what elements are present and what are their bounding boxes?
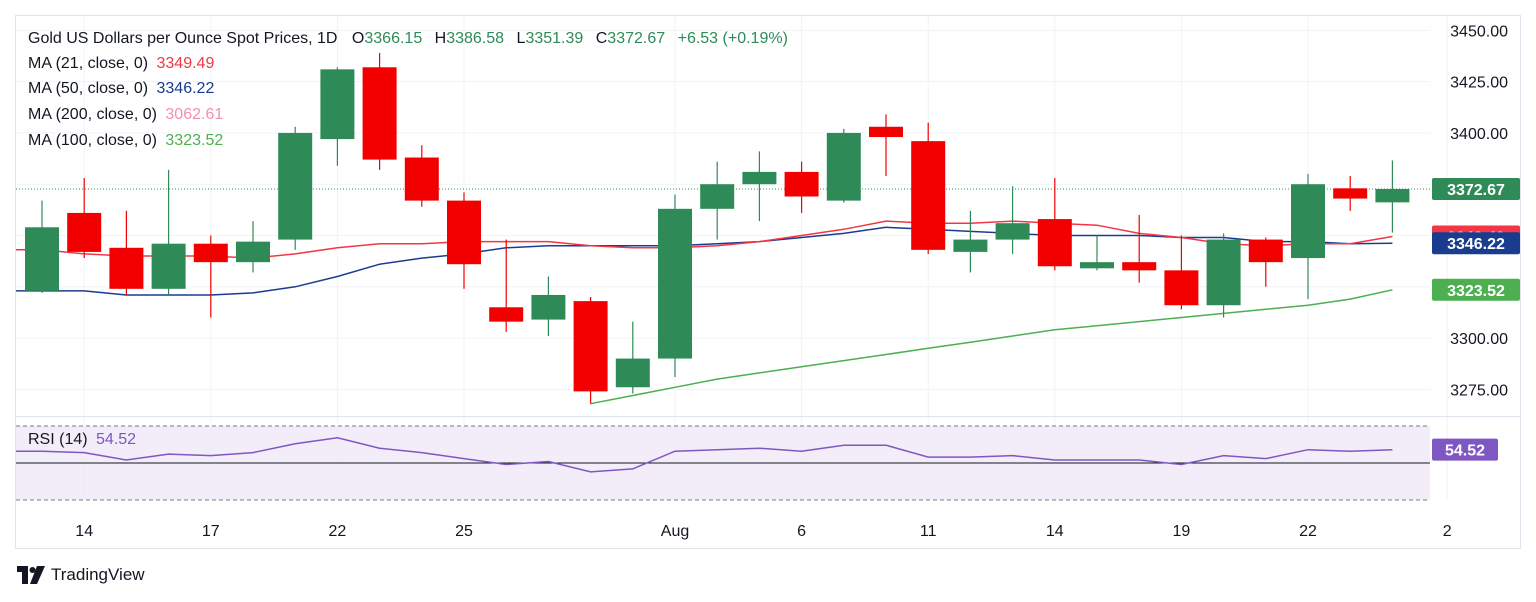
y-tick-label: 3275.00 xyxy=(1450,382,1508,399)
x-tick-label: 6 xyxy=(797,523,806,540)
price-label-box xyxy=(1432,177,1520,200)
x-tick-label: 17 xyxy=(202,523,220,540)
candle-body xyxy=(109,247,144,289)
rsi-value-box xyxy=(1432,438,1498,461)
candle-body xyxy=(911,141,946,250)
candle-body xyxy=(278,132,313,240)
ma50-label: MA (50, close, 0) xyxy=(28,80,149,97)
candle-body xyxy=(447,200,481,265)
ma21-value: 3349.49 xyxy=(156,55,215,72)
open-label: O xyxy=(351,30,365,47)
candle-body xyxy=(573,301,608,392)
price-label-text: 3372.67 xyxy=(1447,182,1505,199)
x-tick-label: 11 xyxy=(920,523,937,540)
chart-frame xyxy=(15,15,1521,549)
low-label: L xyxy=(516,30,526,47)
open-value: 3366.15 xyxy=(364,30,423,47)
x-tick-label: 2 xyxy=(1443,523,1452,540)
ohlc-header: Gold US Dollars per Ounce Spot Prices, 1… xyxy=(28,30,788,48)
candle-body xyxy=(826,132,861,201)
x-tick-label: 25 xyxy=(455,523,473,540)
ma200-legend: MA (200, close, 0) 3062.61 xyxy=(28,106,223,124)
candle-body xyxy=(1037,219,1072,267)
candle-body xyxy=(869,126,903,138)
ma21-line xyxy=(16,220,1393,259)
candle-body xyxy=(995,223,1030,240)
ma200-label: MA (200, close, 0) xyxy=(28,106,157,123)
candle-body xyxy=(1164,270,1199,306)
ma21-legend: MA (21, close, 0) 3349.49 xyxy=(28,55,214,73)
y-tick-label: 3400.00 xyxy=(1450,126,1508,143)
candle-body xyxy=(1375,188,1410,203)
ma200-value: 3062.61 xyxy=(165,106,224,123)
candle-body xyxy=(193,243,228,263)
candle-body xyxy=(236,241,270,263)
x-tick-label: 14 xyxy=(1046,523,1064,540)
candle-body xyxy=(700,184,735,209)
candle-body xyxy=(953,239,988,252)
ma100-legend: MA (100, close, 0) 3323.52 xyxy=(28,132,223,150)
x-tick-label: 22 xyxy=(329,523,347,540)
candle-body xyxy=(1206,239,1241,306)
low-value: 3351.39 xyxy=(525,30,584,47)
close-value: 3372.67 xyxy=(607,30,666,47)
y-tick-label: 3425.00 xyxy=(1450,75,1508,92)
ma50-line xyxy=(16,226,1393,296)
x-tick-label: 14 xyxy=(75,523,93,540)
candle-body xyxy=(404,157,439,201)
rsi-label: RSI (14) xyxy=(28,431,88,448)
brand-name: TradingView xyxy=(51,565,145,584)
candle-body xyxy=(1080,262,1114,269)
candle-body xyxy=(1291,184,1325,259)
tradingview-icon xyxy=(17,566,45,584)
change-value: +6.53 (+0.19%) xyxy=(677,30,788,47)
close-label: C xyxy=(595,30,608,47)
tradingview-logo[interactable]: TradingView xyxy=(17,565,145,585)
candle-body xyxy=(615,358,650,388)
x-tick-label: 22 xyxy=(1299,523,1317,540)
price-label-text: 3346.22 xyxy=(1447,236,1505,253)
candle-body xyxy=(531,294,566,320)
price-label-box xyxy=(1432,278,1520,301)
x-tick-label: 19 xyxy=(1173,523,1191,540)
candle-body xyxy=(320,69,355,140)
price-label-text: 3323.52 xyxy=(1447,283,1505,300)
ma100-line xyxy=(590,289,1393,405)
ma21-label: MA (21, close, 0) xyxy=(28,55,149,72)
ma100-value: 3323.52 xyxy=(165,132,224,149)
x-tick-label: Aug xyxy=(661,523,689,540)
candle-body xyxy=(742,171,777,185)
ma100-label: MA (100, close, 0) xyxy=(28,132,157,149)
candle-body xyxy=(1248,239,1283,263)
chart-title: Gold US Dollars per Ounce Spot Prices, 1… xyxy=(28,30,338,47)
y-tick-label: 3300.00 xyxy=(1450,331,1508,348)
candle-body xyxy=(67,212,102,252)
candle-body xyxy=(151,243,186,289)
high-label: H xyxy=(434,30,447,47)
candle-body xyxy=(489,307,524,322)
rsi-value: 54.52 xyxy=(96,431,137,448)
ma50-value: 3346.22 xyxy=(156,80,215,97)
price-label-box xyxy=(1432,232,1520,255)
rsi-legend: RSI (14) 54.52 xyxy=(28,431,136,449)
candle-body xyxy=(25,227,59,291)
candle-body xyxy=(784,171,819,197)
high-value: 3386.58 xyxy=(446,30,505,47)
candle-body xyxy=(1122,262,1157,271)
rsi-line xyxy=(16,437,1393,473)
rsi-value-label: 54.52 xyxy=(1445,443,1485,460)
y-tick-label: 3450.00 xyxy=(1450,23,1508,40)
candle-body xyxy=(1333,188,1368,199)
candle-body xyxy=(362,67,397,160)
candle-body xyxy=(658,208,692,359)
ma50-legend: MA (50, close, 0) 3346.22 xyxy=(28,80,214,98)
